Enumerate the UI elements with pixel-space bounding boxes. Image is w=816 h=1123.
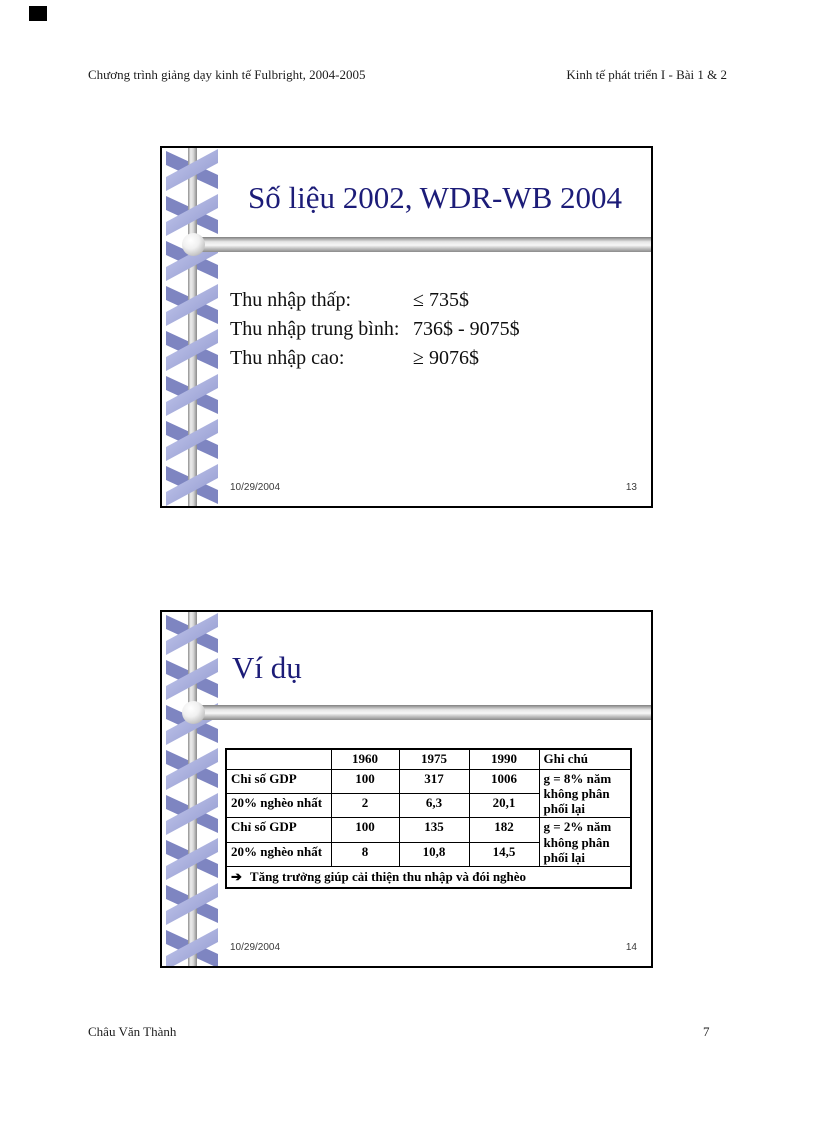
gdp-growth-table: 1960 1975 1990 Ghi chú Chỉ số GDP 100 31… (225, 748, 632, 889)
page-header-right: Kinh tế phát triển I - Bài 1 & 2 (566, 67, 727, 82)
conclusion-text: Tăng trưởng giúp cải thiện thu nhập và đ… (249, 869, 527, 885)
cell-value: 10,8 (398, 841, 470, 868)
group-note: g = 2% năm không phân phối lại (538, 817, 632, 868)
cell-value: 100 (330, 817, 400, 843)
income-label: Thu nhập thấp: (230, 289, 352, 311)
row-label: Chỉ số GDP (225, 817, 332, 843)
row-label: Chỉ số GDP (225, 768, 332, 794)
income-label: Thu nhập trung bình: (230, 318, 400, 340)
cell-value: 100 (330, 768, 400, 794)
table-row: Chỉ số GDP 100 135 182 g = 2% năm không … (225, 817, 632, 868)
income-value: ≤ 735$ (413, 289, 469, 311)
cell-value: 8 (330, 841, 400, 868)
cell-value: 317 (398, 768, 470, 794)
page-footer-number: 7 (703, 1024, 710, 1039)
header-1960: 1960 (330, 748, 400, 770)
conclusion-cell: ➔ Tăng trưởng giúp cải thiện thu nhập và … (225, 866, 632, 889)
slide-title: Số liệu 2002, WDR-WB 2004 (248, 180, 622, 215)
slide-14: Ví dụ 1960 1975 1990 Ghi chú Chỉ số GDP … (160, 610, 653, 968)
slide-number: 14 (625, 942, 637, 953)
row-label: 20% nghèo nhất (225, 792, 332, 819)
slide-date: 10/29/2004 (230, 482, 281, 493)
income-value: ≥ 9076$ (413, 347, 479, 369)
income-row-low: Thu nhập thấp: ≤ 735$ (230, 286, 520, 315)
cell-value: 1006 (468, 768, 540, 794)
table-row: 20% nghèo nhất 2 6,3 20,1 (225, 792, 631, 819)
table-row: 20% nghèo nhất 8 10,8 14,5 (225, 841, 631, 868)
spiral-binding-icon (166, 148, 218, 506)
table-conclusion-row: ➔ Tăng trưởng giúp cải thiện thu nhập và … (225, 866, 632, 889)
arrow-right-icon: ➔ (231, 869, 242, 885)
title-underline-bar (192, 705, 651, 720)
title-underline-bar (192, 237, 651, 252)
slide-13: Số liệu 2002, WDR-WB 2004 Thu nhập thấp:… (160, 146, 653, 508)
income-row-high: Thu nhập cao: ≥ 9076$ (230, 344, 520, 373)
income-row-middle: Thu nhập trung bình: 736$ - 9075$ (230, 315, 520, 344)
cell-value: 182 (468, 817, 540, 843)
group-note: g = 8% năm không phân phối lại (538, 768, 632, 819)
header-note: Ghi chú (538, 748, 632, 770)
slide-date: 10/29/2004 (230, 942, 281, 953)
cell-value: 2 (330, 792, 400, 819)
cell-value: 6,3 (398, 792, 470, 819)
cell-value: 135 (398, 817, 470, 843)
page-header-left: Chương trình giảng dạy kinh tế Fulbright… (88, 67, 366, 82)
income-value: 736$ - 9075$ (413, 318, 520, 340)
table-row: Chỉ số GDP 100 317 1006 g = 8% năm không… (225, 768, 632, 819)
joint-sphere-icon (182, 233, 205, 256)
page-footer-author: Châu Văn Thành (88, 1024, 177, 1039)
header-1975: 1975 (398, 748, 470, 770)
slide-number: 13 (625, 482, 637, 493)
slide-title: Ví dụ (232, 650, 302, 685)
row-label: 20% nghèo nhất (225, 841, 332, 868)
spiral-binding-icon (166, 612, 218, 966)
header-blank (225, 748, 332, 770)
header-1990: 1990 (468, 748, 540, 770)
joint-sphere-icon (182, 701, 205, 724)
income-label: Thu nhập cao: (230, 347, 345, 369)
table-header-row: 1960 1975 1990 Ghi chú (225, 748, 632, 770)
scan-corner-mark (29, 6, 47, 21)
cell-value: 14,5 (468, 841, 540, 868)
income-threshold-list: Thu nhập thấp: ≤ 735$ Thu nhập trung bìn… (230, 286, 520, 373)
cell-value: 20,1 (468, 792, 540, 819)
